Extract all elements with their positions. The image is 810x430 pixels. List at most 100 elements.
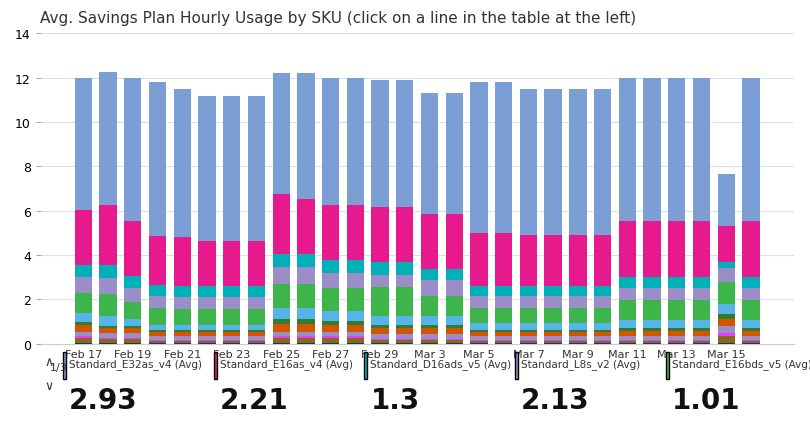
Bar	[297, 255, 314, 268]
Bar	[569, 340, 586, 341]
Bar	[149, 83, 166, 237]
Bar	[173, 325, 191, 330]
Bar	[742, 341, 760, 344]
Bar	[544, 332, 562, 336]
Bar	[643, 79, 661, 222]
Bar	[520, 332, 537, 336]
Bar	[100, 265, 117, 279]
Bar	[718, 319, 735, 326]
Bar	[643, 301, 661, 320]
Bar	[569, 324, 586, 330]
Bar	[495, 83, 513, 233]
Bar	[594, 235, 612, 286]
Bar	[223, 325, 241, 330]
Bar	[718, 175, 735, 227]
Bar	[718, 336, 735, 343]
Bar	[446, 339, 463, 340]
Bar	[75, 332, 92, 336]
Bar	[372, 339, 389, 340]
Bar	[742, 222, 760, 277]
Bar	[347, 332, 364, 337]
Bar	[149, 332, 166, 336]
Bar	[471, 308, 488, 324]
FancyBboxPatch shape	[666, 352, 669, 379]
Bar	[198, 242, 215, 286]
Bar	[75, 210, 92, 265]
Bar	[594, 332, 612, 336]
Bar	[347, 273, 364, 289]
Text: 2.13: 2.13	[521, 387, 590, 415]
FancyBboxPatch shape	[214, 352, 217, 379]
Bar	[718, 343, 735, 344]
Bar	[100, 279, 117, 294]
Bar	[643, 332, 661, 336]
Bar	[198, 309, 215, 325]
Bar	[322, 289, 339, 312]
Bar	[544, 336, 562, 340]
Bar	[668, 301, 685, 320]
Bar	[495, 330, 513, 332]
Bar	[421, 328, 438, 335]
Bar	[75, 293, 92, 313]
Bar	[198, 340, 215, 341]
Bar	[124, 343, 142, 344]
Text: 1.3: 1.3	[370, 387, 420, 415]
Bar	[495, 332, 513, 336]
Bar	[75, 336, 92, 338]
Bar	[594, 340, 612, 341]
Bar	[297, 268, 314, 284]
Bar	[75, 313, 92, 322]
Bar	[198, 332, 215, 336]
Bar	[643, 277, 661, 288]
Bar	[75, 338, 92, 343]
Bar	[446, 316, 463, 325]
Bar	[446, 94, 463, 214]
Bar	[569, 330, 586, 332]
Bar	[100, 206, 117, 265]
Bar	[223, 297, 241, 309]
Bar	[173, 336, 191, 340]
Bar	[520, 90, 537, 235]
Bar	[421, 94, 438, 214]
Bar	[248, 332, 265, 336]
Bar	[569, 296, 586, 308]
Bar	[347, 338, 364, 343]
Bar	[248, 341, 265, 344]
Bar	[223, 332, 241, 336]
Bar	[124, 326, 142, 329]
Bar	[248, 330, 265, 332]
Bar	[124, 302, 142, 319]
Bar	[149, 325, 166, 330]
Bar	[421, 214, 438, 270]
Bar	[75, 325, 92, 332]
Bar	[544, 330, 562, 332]
Bar	[544, 308, 562, 324]
Bar	[272, 319, 290, 324]
Bar	[396, 325, 413, 328]
Bar	[569, 286, 586, 296]
Bar	[272, 324, 290, 332]
Bar	[198, 325, 215, 330]
FancyBboxPatch shape	[63, 352, 66, 379]
Bar	[149, 341, 166, 344]
Bar	[668, 340, 685, 341]
Bar	[272, 268, 290, 284]
Bar	[619, 328, 636, 332]
Bar	[248, 286, 265, 297]
Bar	[173, 237, 191, 286]
Bar	[643, 336, 661, 340]
Bar	[372, 316, 389, 325]
Bar	[471, 296, 488, 308]
Bar	[100, 73, 117, 206]
Bar	[347, 206, 364, 261]
Bar	[372, 208, 389, 263]
Bar	[643, 341, 661, 344]
Bar	[520, 330, 537, 332]
Bar	[446, 328, 463, 335]
Bar	[272, 332, 290, 336]
Bar	[520, 336, 537, 340]
Bar	[124, 289, 142, 302]
Text: 2.93: 2.93	[69, 387, 138, 415]
Bar	[544, 340, 562, 341]
Bar	[297, 199, 314, 255]
